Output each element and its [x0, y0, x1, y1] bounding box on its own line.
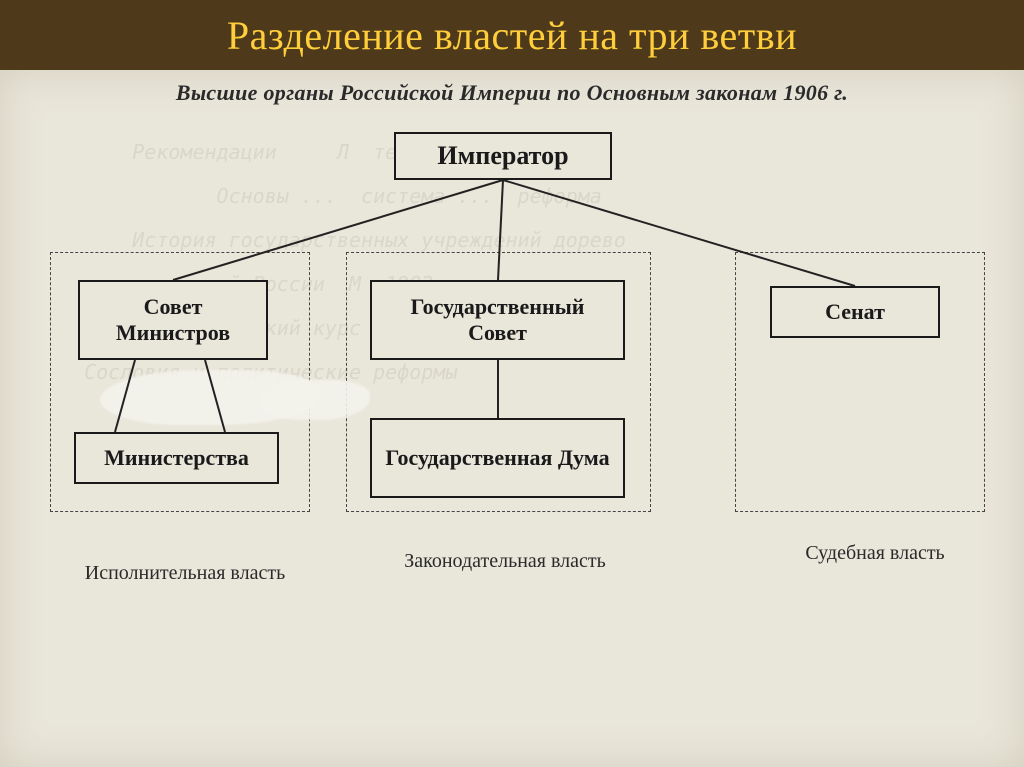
eraser-smudge-2 [260, 380, 370, 420]
node-emperor: Император [394, 132, 612, 180]
branch-judicial-label: Судебная власть [805, 542, 944, 564]
node-senat: Сенат [770, 286, 940, 338]
branch-executive-label: Исполнительная власть [85, 562, 285, 584]
title-bar: Разделение властей на три ветви [0, 0, 1024, 70]
branch-judicial: Судебная власть [780, 540, 970, 566]
diagram-subtitle: Высшие органы Российской Империи по Осно… [0, 80, 1024, 106]
branch-legislative-label: Законодательная власть [404, 550, 606, 572]
slide-title: Разделение властей на три ветви [227, 12, 797, 59]
node-emperor-label: Император [437, 140, 568, 171]
node-ministries: Министерства [74, 432, 279, 484]
node-sovmin-label: Совет Министров [90, 294, 256, 347]
node-gossovet-label: Государственный Совет [382, 294, 613, 347]
node-gosduma-label: Государственная Дума [385, 445, 609, 471]
branch-executive: Исполнительная власть [70, 560, 300, 586]
node-senat-label: Сенат [825, 299, 885, 325]
node-sovmin: Совет Министров [78, 280, 268, 360]
node-gosduma: Государственная Дума [370, 418, 625, 498]
branch-legislative: Законодательная власть [380, 548, 630, 574]
paper-area: Рекомендации Л тература Основы ... систе… [0, 70, 1024, 767]
slide-root: Разделение властей на три ветви Рекоменд… [0, 0, 1024, 767]
node-ministries-label: Министерства [104, 445, 249, 471]
node-gossovet: Государственный Совет [370, 280, 625, 360]
